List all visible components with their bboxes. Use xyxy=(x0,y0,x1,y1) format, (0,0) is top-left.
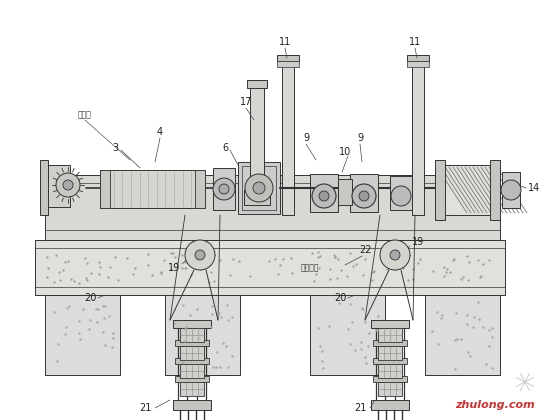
Text: 11: 11 xyxy=(409,37,421,47)
Text: 20: 20 xyxy=(334,293,346,303)
Bar xyxy=(407,55,429,61)
Text: 9: 9 xyxy=(303,133,309,143)
Circle shape xyxy=(312,184,336,208)
Circle shape xyxy=(245,174,273,202)
Circle shape xyxy=(185,240,215,270)
Bar xyxy=(373,340,407,346)
Text: 19: 19 xyxy=(412,237,424,247)
Circle shape xyxy=(380,240,410,270)
Text: zhulong.com: zhulong.com xyxy=(455,400,535,410)
Bar xyxy=(373,376,407,382)
Circle shape xyxy=(319,191,329,201)
Text: 19: 19 xyxy=(168,263,180,273)
Bar xyxy=(310,174,338,212)
Bar xyxy=(45,295,120,375)
Bar xyxy=(378,328,402,342)
Bar xyxy=(435,165,500,215)
Text: 6: 6 xyxy=(222,143,228,153)
Bar xyxy=(175,358,209,364)
Circle shape xyxy=(253,182,265,194)
Text: 9: 9 xyxy=(357,133,363,143)
Text: 21: 21 xyxy=(139,403,151,413)
Circle shape xyxy=(195,250,205,260)
Bar xyxy=(244,190,270,205)
Circle shape xyxy=(213,178,235,200)
Bar xyxy=(180,364,204,378)
Bar xyxy=(412,55,424,215)
Bar xyxy=(165,295,240,375)
Bar xyxy=(213,168,235,210)
Circle shape xyxy=(501,180,521,200)
Text: 14: 14 xyxy=(528,183,540,193)
Bar xyxy=(390,176,412,210)
Bar xyxy=(173,320,211,328)
Circle shape xyxy=(359,191,369,201)
Bar xyxy=(373,358,407,364)
Bar xyxy=(195,170,205,208)
Bar xyxy=(378,364,402,378)
Bar xyxy=(371,320,409,328)
Bar xyxy=(502,172,520,208)
Circle shape xyxy=(390,250,400,260)
Bar xyxy=(277,55,299,61)
Bar xyxy=(247,80,267,88)
Bar xyxy=(350,174,378,212)
Bar xyxy=(407,61,429,67)
Circle shape xyxy=(56,173,80,197)
Bar xyxy=(100,170,110,208)
Bar xyxy=(277,61,299,67)
Bar xyxy=(378,346,402,360)
Bar xyxy=(180,382,204,396)
Bar xyxy=(435,160,445,220)
Text: 工作扬程: 工作扬程 xyxy=(301,263,319,273)
Text: 20: 20 xyxy=(84,293,96,303)
Bar xyxy=(378,382,402,396)
Text: 电动机: 电动机 xyxy=(78,110,92,120)
Bar xyxy=(250,80,264,205)
Circle shape xyxy=(219,184,229,194)
Text: 21: 21 xyxy=(354,403,366,413)
Bar xyxy=(175,340,209,346)
Bar xyxy=(238,162,280,214)
Bar xyxy=(45,175,500,240)
Text: 22: 22 xyxy=(359,245,371,255)
Bar xyxy=(173,400,211,410)
Bar xyxy=(40,160,48,215)
Bar xyxy=(180,328,204,342)
Circle shape xyxy=(352,184,376,208)
Text: 17: 17 xyxy=(240,97,252,107)
Polygon shape xyxy=(525,382,534,391)
Polygon shape xyxy=(516,373,525,382)
Bar xyxy=(371,400,409,410)
Bar xyxy=(180,346,204,360)
Bar xyxy=(100,170,205,208)
Circle shape xyxy=(63,180,73,190)
Bar xyxy=(242,166,276,210)
Circle shape xyxy=(391,186,411,206)
Bar xyxy=(490,160,500,220)
Bar xyxy=(338,179,352,205)
Text: 3: 3 xyxy=(112,143,118,153)
Polygon shape xyxy=(516,382,525,391)
Bar xyxy=(175,376,209,382)
Text: 11: 11 xyxy=(279,37,291,47)
Polygon shape xyxy=(525,373,534,382)
Bar xyxy=(282,55,294,215)
Bar xyxy=(40,165,70,207)
Bar xyxy=(425,295,500,375)
Bar xyxy=(310,295,385,375)
Bar xyxy=(35,240,505,295)
Text: 10: 10 xyxy=(339,147,351,157)
Text: 4: 4 xyxy=(157,127,163,137)
